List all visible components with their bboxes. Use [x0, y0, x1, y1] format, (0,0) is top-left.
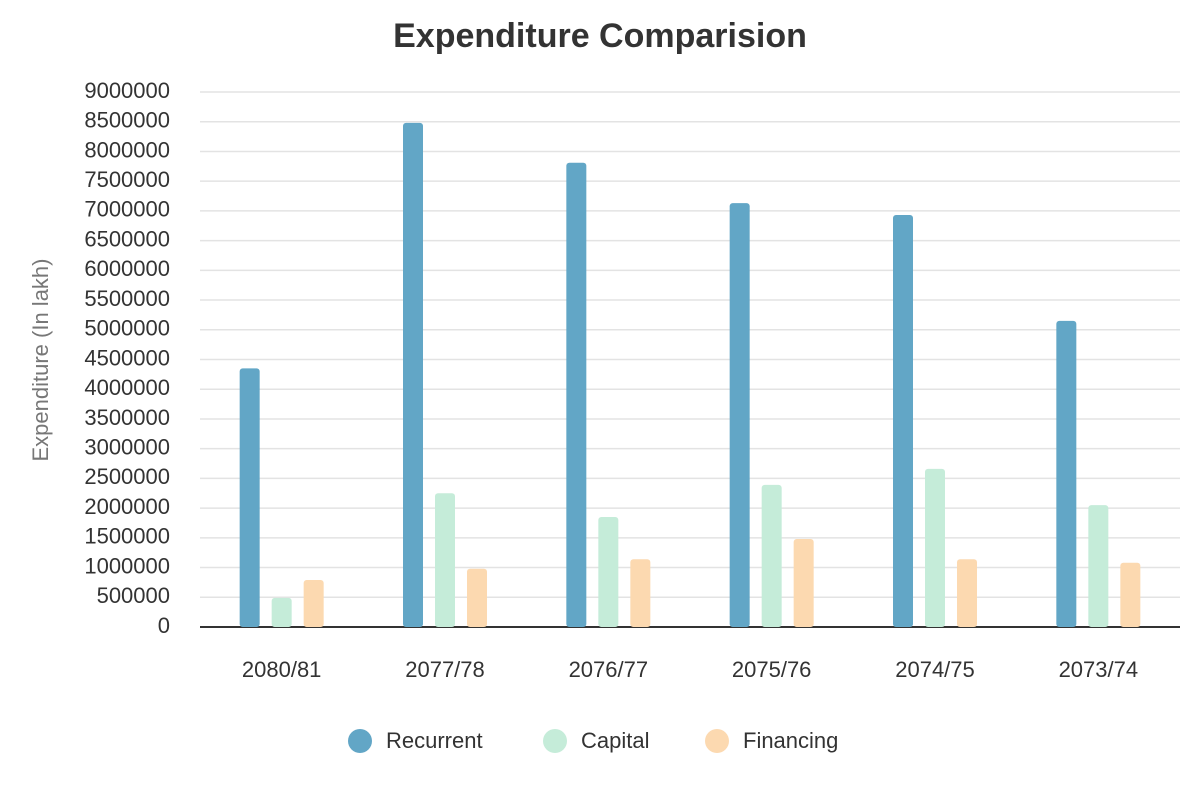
y-tick-label: 4000000: [84, 375, 170, 400]
y-tick-label: 8500000: [84, 108, 170, 133]
x-tick-label: 2075/76: [732, 657, 812, 682]
bar: [793, 539, 814, 627]
bar: [761, 484, 782, 627]
y-tick-label: 3500000: [84, 405, 170, 430]
legend-label: Capital: [581, 728, 649, 753]
y-tick-label: 1000000: [84, 553, 170, 578]
y-tick-label: 5000000: [84, 316, 170, 341]
legend-marker: [543, 729, 567, 753]
legend-label: Recurrent: [386, 728, 483, 753]
x-tick-label: 2073/74: [1059, 657, 1139, 682]
x-tick-label: 2074/75: [895, 657, 975, 682]
y-axis-title: Expenditure (In lakh): [28, 259, 53, 462]
bar: [271, 597, 292, 627]
y-tick-label: 7000000: [84, 197, 170, 222]
y-tick-label: 9000000: [84, 78, 170, 103]
x-tick-label: 2077/78: [405, 657, 485, 682]
bar: [566, 162, 587, 627]
y-tick-label: 1500000: [84, 524, 170, 549]
y-tick-label: 6000000: [84, 256, 170, 281]
y-tick-label: 0: [158, 613, 170, 638]
bar: [467, 568, 487, 627]
y-tick-label: 5500000: [84, 286, 170, 311]
bar: [435, 493, 455, 627]
y-tick-label: 4500000: [84, 345, 170, 370]
bar: [1120, 562, 1141, 627]
legend-label: Financing: [743, 728, 838, 753]
y-tick-label: 6500000: [84, 226, 170, 251]
y-tick-label: 7500000: [84, 167, 170, 192]
x-tick-label: 2076/77: [569, 657, 649, 682]
bar: [303, 580, 324, 627]
y-tick-label: 3000000: [84, 434, 170, 459]
y-tick-label: 8000000: [84, 137, 170, 162]
y-tick-label: 500000: [97, 583, 170, 608]
bar: [957, 559, 977, 627]
bar: [925, 468, 945, 627]
legend-marker: [705, 729, 729, 753]
bar: [729, 203, 750, 627]
bar: [239, 368, 260, 627]
chart-title: Expenditure Comparision: [393, 17, 807, 55]
y-tick-label: 2500000: [84, 464, 170, 489]
bar: [630, 559, 651, 627]
legend-marker: [348, 729, 372, 753]
bar: [1088, 505, 1109, 627]
x-tick-label: 2080/81: [242, 657, 322, 682]
bar: [403, 122, 423, 628]
bar: [1056, 320, 1077, 627]
y-tick-label: 2000000: [84, 494, 170, 519]
bar: [893, 215, 913, 628]
bar: [598, 517, 619, 627]
